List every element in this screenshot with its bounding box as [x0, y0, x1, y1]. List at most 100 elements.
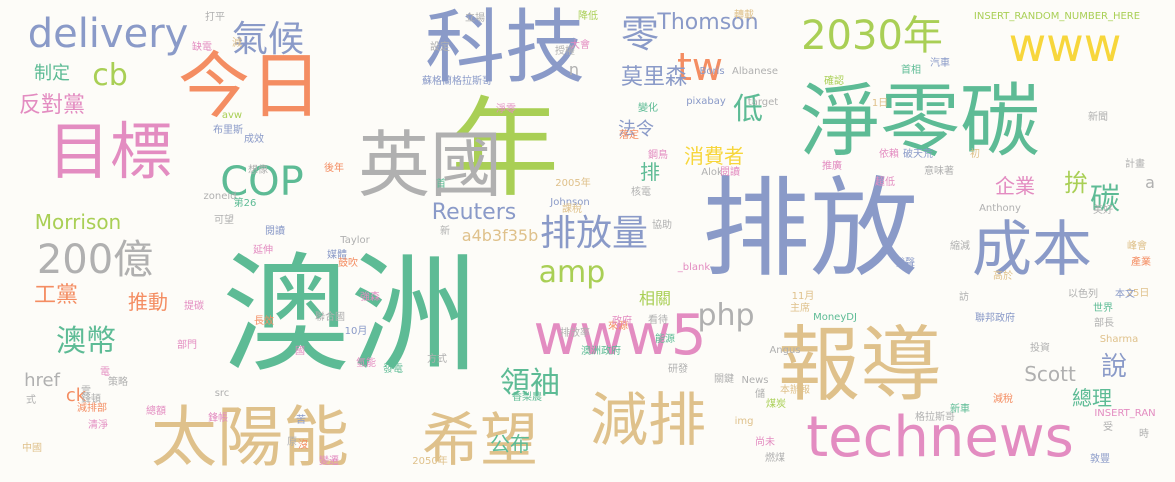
cloud-word: 目標: [47, 115, 173, 188]
cloud-word: 受: [1103, 422, 1113, 433]
cloud-word: 10月: [344, 326, 368, 337]
cloud-word: News: [741, 375, 769, 386]
cloud-word: 消費者: [684, 144, 744, 168]
cloud-word: 澳幣: [56, 324, 116, 359]
cloud-word: ck: [65, 385, 87, 406]
cloud-word: src: [214, 388, 230, 399]
cloud-word: 以色列: [1068, 289, 1098, 300]
cloud-word: 排: [640, 160, 660, 184]
cloud-word: 低: [733, 92, 763, 127]
cloud-word: 缺電: [192, 42, 212, 53]
cloud-word: COP: [220, 159, 304, 205]
cloud-word: 看待: [648, 315, 668, 326]
cloud-word: 希望: [421, 406, 539, 474]
cloud-word: 鋼鳥: [648, 150, 668, 161]
cloud-word: 推動: [128, 290, 168, 314]
cloud-word: 長效: [254, 316, 274, 327]
cloud-word: 設定: [430, 42, 450, 53]
cloud-word: 清淨: [88, 420, 108, 431]
cloud-word: 意味著: [924, 166, 954, 177]
cloud-word: 主席: [790, 303, 810, 314]
cloud-word: 協助: [652, 220, 672, 231]
cloud-word: 計畫: [1125, 159, 1145, 170]
cloud-word: 能源: [655, 334, 675, 345]
cloud-word: 澳洲: [221, 241, 479, 390]
cloud-word: 淨零: [496, 104, 516, 115]
cloud-word: Scott: [1024, 362, 1076, 386]
cloud-word: Taylor: [340, 235, 370, 246]
cloud-word: 敦豐: [1090, 454, 1110, 465]
cloud-word: 公布: [490, 432, 530, 456]
cloud-word: INSERT_RAN: [1094, 408, 1156, 419]
cloud-word: 產業: [1131, 257, 1151, 268]
cloud-word: a4b3f35b: [461, 226, 539, 245]
cloud-word: 來源: [608, 321, 628, 332]
cloud-word: 排放量: [539, 213, 649, 254]
cloud-word: 拚: [1064, 169, 1088, 197]
cloud-word: 發聲: [895, 258, 915, 269]
cloud-word: 布里斯: [213, 125, 243, 136]
cloud-word: 落定: [619, 130, 639, 141]
cloud-word: php: [697, 298, 755, 333]
cloud-word: 後年: [324, 163, 344, 174]
cloud-word: 排放: [701, 167, 919, 292]
cloud-word: 鋒頓: [81, 394, 101, 405]
cloud-word: href: [24, 370, 60, 391]
cloud-word: 變化: [638, 103, 658, 114]
cloud-word: zoneid: [203, 191, 237, 202]
cloud-word: 說: [1100, 352, 1128, 382]
cloud-word: Johnson: [550, 197, 590, 208]
cloud-word: 授權: [555, 46, 575, 57]
cloud-word: 閱讀: [265, 226, 285, 237]
cloud-word: 部門: [177, 340, 197, 351]
cloud-word: 今日: [177, 44, 323, 128]
cloud-word: 相關: [638, 289, 672, 308]
cloud-word: 閱讀: [720, 167, 740, 178]
cloud-word: 英國: [357, 123, 503, 207]
cloud-word: pixabay: [686, 96, 726, 107]
cloud-word: 第26: [233, 198, 257, 209]
cloud-word: 世界: [1093, 303, 1113, 314]
cloud-word: 降低: [578, 11, 598, 22]
cloud-word: 成本: [972, 215, 1092, 285]
cloud-word: 反對黨: [18, 93, 86, 118]
cloud-word: 轉載: [734, 10, 754, 21]
cloud-word: 推廣: [822, 161, 842, 172]
cloud-word: a: [1145, 173, 1155, 192]
cloud-word: 2050年: [412, 456, 448, 467]
cloud-word: 莫里森: [620, 65, 688, 90]
cloud-word: n: [568, 60, 580, 79]
cloud-word: 氫能: [356, 358, 376, 369]
cloud-word: 新車: [950, 404, 970, 415]
cloud-word: 初: [970, 149, 980, 160]
cloud-word: avw: [221, 110, 243, 121]
cloud-word: 超低: [875, 177, 895, 188]
cloud-word: INSERT_RANDOM_NUMBER_HERE: [973, 11, 1141, 22]
cloud-word: 強森: [360, 292, 380, 303]
cloud-word: Sharma: [1099, 334, 1139, 345]
cloud-word: 雲: [81, 386, 91, 397]
cloud-word: 法令: [618, 119, 654, 140]
cloud-word: 新聞: [1088, 112, 1108, 123]
cloud-word: 大會: [570, 40, 590, 51]
cloud-word: 立場: [465, 13, 485, 24]
cloud-word: 儲: [755, 389, 765, 400]
cloud-word: 新: [440, 226, 450, 237]
cloud-word: 汽車: [930, 58, 950, 69]
cloud-word: 燃煤: [765, 453, 785, 464]
cloud-word: Albanese: [732, 66, 778, 77]
cloud-word: Thomson: [657, 10, 759, 35]
cloud-word: _blank: [677, 262, 711, 273]
cloud-word: tw: [677, 45, 723, 89]
cloud-word: MoneyDJ: [813, 312, 857, 323]
cloud-word: 氣候: [231, 19, 305, 60]
cloud-word: 香梨農: [512, 392, 542, 403]
cloud-word: 部長: [1094, 318, 1114, 329]
cloud-word: 鼓吹: [338, 258, 358, 269]
cloud-word: cb: [92, 58, 128, 93]
cloud-word: 工黨: [33, 283, 79, 308]
cloud-word: 首相: [901, 65, 921, 76]
cloud-word: 25日: [1126, 288, 1150, 299]
cloud-word: 提碳: [184, 301, 204, 312]
cloud-word: 想像: [248, 165, 268, 176]
